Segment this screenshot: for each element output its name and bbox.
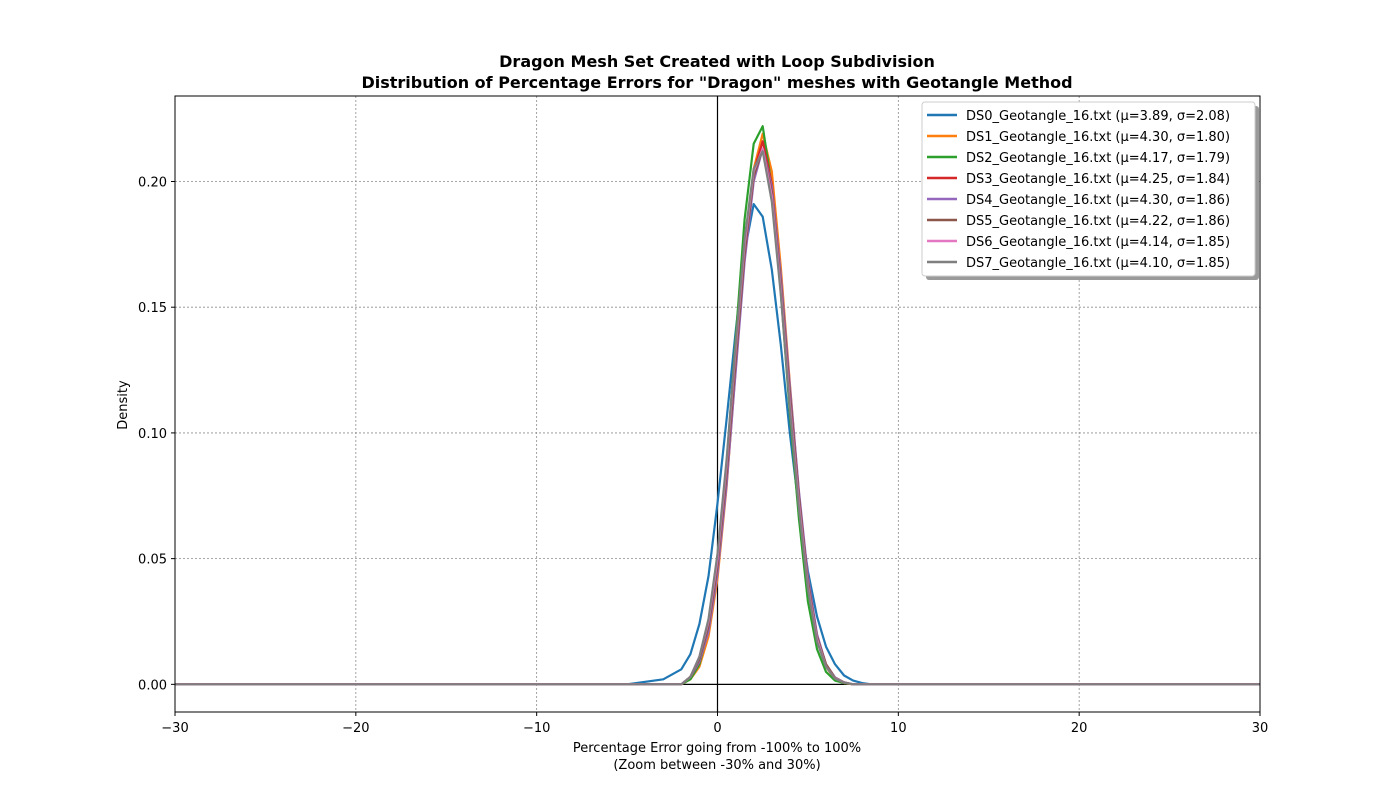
legend-box — [921, 101, 1256, 277]
legend: DS0_Geotangle_16.txt (μ=3.89, σ=2.08) DS1… — [921, 101, 1259, 280]
series-line-ds7 — [175, 150, 1260, 686]
legend-label-ds2: DS2_Geotangle_16.txt (μ=4.17, σ=1.79) — [966, 151, 1230, 166]
x-tick-label: 20 — [1071, 721, 1088, 736]
y-tick-label: 0.15 — [138, 301, 167, 316]
legend-label-ds6: DS6_Geotangle_16.txt (μ=4.14, σ=1.85) — [966, 235, 1230, 250]
legend-label-ds7: DS7_Geotangle_16.txt (μ=4.10, σ=1.85) — [966, 256, 1230, 271]
y-axis-ticks: 0.00 0.05 0.10 0.15 0.20 — [138, 175, 175, 693]
x-tick-label: −30 — [161, 721, 188, 736]
chart-subtitle: Distribution of Percentage Errors for "D… — [361, 73, 1072, 92]
y-tick-label: 0.05 — [138, 553, 167, 568]
x-axis-ticks: −30 −20 −10 0 10 20 30 — [161, 712, 1268, 736]
legend-label-ds4: DS4_Geotangle_16.txt (μ=4.30, σ=1.86) — [966, 193, 1230, 208]
legend-label-ds1: DS1_Geotangle_16.txt (μ=4.30, σ=1.80) — [966, 130, 1230, 145]
chart-title: Dragon Mesh Set Created with Loop Subdiv… — [499, 52, 935, 71]
y-tick-label: 0.20 — [138, 175, 167, 190]
x-tick-label: 0 — [713, 721, 721, 736]
y-tick-label: 0.10 — [138, 427, 167, 442]
x-tick-label: −20 — [342, 721, 369, 736]
series-lines — [175, 125, 1260, 686]
x-tick-label: 10 — [890, 721, 907, 736]
legend-label-ds0: DS0_Geotangle_16.txt (μ=3.89, σ=2.08) — [966, 109, 1230, 124]
x-tick-label: −10 — [523, 721, 550, 736]
x-tick-label: 30 — [1252, 721, 1269, 736]
legend-label-ds3: DS3_Geotangle_16.txt (μ=4.25, σ=1.84) — [966, 172, 1230, 187]
x-axis-label: Percentage Error going from -100% to 100… — [573, 741, 861, 756]
legend-label-ds5: DS5_Geotangle_16.txt (μ=4.22, σ=1.86) — [966, 214, 1230, 229]
y-tick-label: 0.00 — [138, 678, 167, 693]
y-axis-label: Density — [116, 380, 131, 430]
x-axis-label-zoom-note: (Zoom between -30% and 30%) — [613, 758, 820, 773]
